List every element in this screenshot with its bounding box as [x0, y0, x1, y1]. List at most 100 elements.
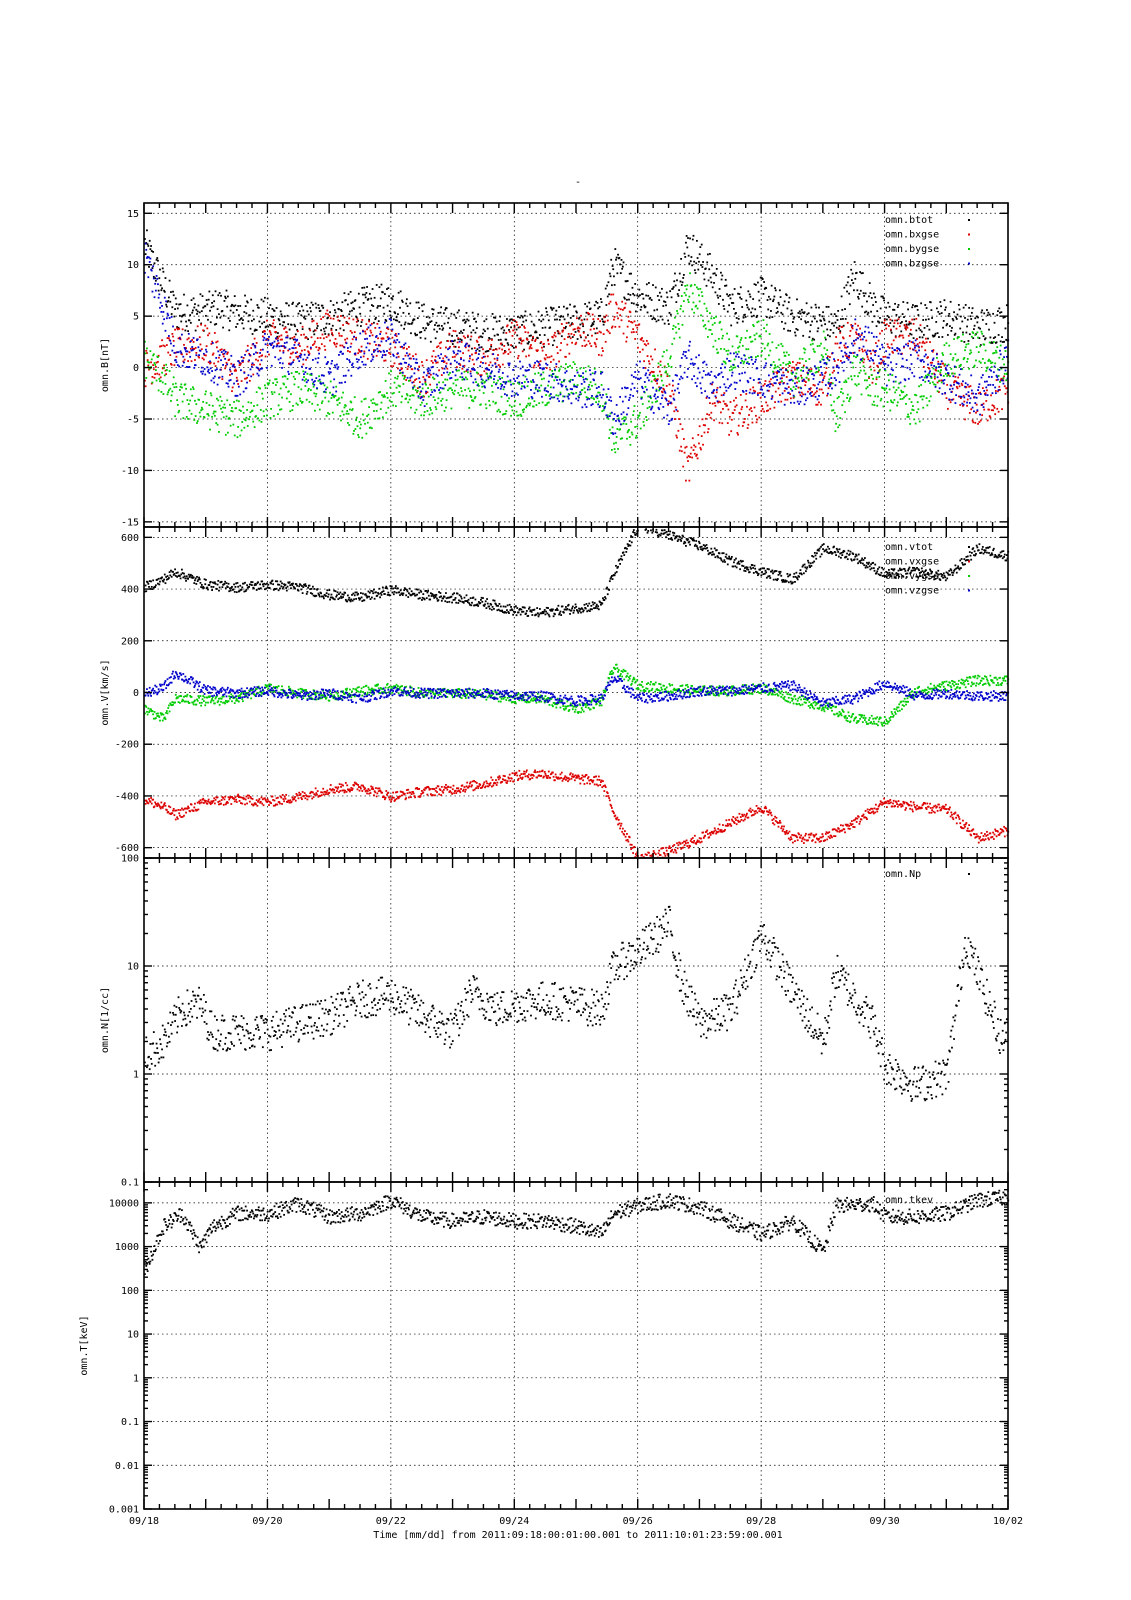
data-point: [825, 339, 827, 341]
data-point: [285, 327, 287, 329]
data-point: [687, 237, 689, 239]
data-point: [439, 357, 441, 359]
data-point: [289, 357, 291, 359]
data-point: [806, 377, 808, 379]
data-point: [543, 343, 545, 345]
data-point: [645, 374, 647, 376]
data-point: [808, 369, 810, 371]
data-point: [896, 363, 898, 365]
data-point: [886, 319, 888, 321]
data-point: [893, 322, 895, 324]
data-point: [217, 308, 219, 310]
data-point: [848, 359, 850, 361]
data-point: [372, 305, 374, 307]
data-point: [352, 363, 354, 365]
data-point: [841, 388, 843, 390]
data-point: [218, 313, 220, 315]
data-point: [295, 333, 297, 335]
data-point: [344, 381, 346, 383]
data-point: [239, 305, 241, 307]
data-point: [705, 328, 707, 330]
data-point: [824, 375, 826, 377]
data-point: [202, 295, 204, 297]
data-point: [342, 315, 344, 317]
data-point: [820, 404, 822, 406]
data-point: [454, 356, 456, 358]
data-point: [317, 349, 319, 351]
data-point: [623, 423, 625, 425]
data-point: [867, 327, 869, 329]
data-point: [754, 392, 756, 394]
data-point: [448, 347, 450, 349]
data-point: [892, 402, 894, 404]
data-point: [301, 366, 303, 368]
data-point: [999, 381, 1001, 383]
data-point: [206, 299, 208, 301]
data-point: [468, 345, 470, 347]
data-point: [497, 334, 499, 336]
data-point: [670, 356, 672, 358]
data-point: [599, 392, 601, 394]
data-point: [224, 407, 226, 409]
data-point: [996, 408, 998, 410]
data-point: [728, 338, 730, 340]
data-point: [341, 335, 343, 337]
data-point: [361, 401, 363, 403]
data-point: [613, 319, 615, 321]
data-point: [362, 294, 364, 296]
data-point: [293, 376, 295, 378]
data-point: [388, 337, 390, 339]
data-point: [503, 381, 505, 383]
data-point: [721, 372, 723, 374]
data-point: [946, 369, 948, 371]
data-point: [627, 316, 629, 318]
data-point: [319, 379, 321, 381]
data-point: [252, 421, 254, 423]
data-point: [457, 392, 459, 394]
data-point: [494, 317, 496, 319]
data-point: [494, 335, 496, 337]
data-point: [691, 264, 693, 266]
data-point: [467, 335, 469, 337]
data-point: [964, 386, 966, 388]
data-point: [312, 304, 314, 306]
data-point: [631, 374, 633, 376]
data-point: [204, 417, 206, 419]
data-point: [716, 349, 718, 351]
data-point: [458, 346, 460, 348]
data-point: [992, 313, 994, 315]
data-point: [596, 338, 598, 340]
data-point: [213, 353, 215, 355]
data-point: [379, 391, 381, 393]
data-point: [977, 337, 979, 339]
data-point: [316, 323, 318, 325]
data-point: [931, 362, 933, 364]
data-point: [917, 314, 919, 316]
data-point: [949, 325, 951, 327]
data-point: [609, 429, 611, 431]
data-point: [350, 343, 352, 345]
data-point: [250, 328, 252, 330]
data-point: [414, 368, 416, 370]
data-point: [757, 394, 759, 396]
data-point: [765, 358, 767, 360]
data-point: [798, 316, 800, 318]
data-point: [164, 297, 166, 299]
data-point: [431, 389, 433, 391]
data-point: [732, 364, 734, 366]
data-point: [482, 362, 484, 364]
data-point: [595, 371, 597, 373]
data-point: [389, 400, 391, 402]
data-point: [586, 306, 588, 308]
data-point: [267, 326, 269, 328]
data-point: [634, 294, 636, 296]
data-point: [988, 329, 990, 331]
data-point: [536, 331, 538, 333]
data-point: [466, 343, 468, 345]
data-point: [891, 332, 893, 334]
data-point: [424, 338, 426, 340]
data-point: [902, 391, 904, 393]
data-point: [306, 304, 308, 306]
data-point: [240, 369, 242, 371]
data-point: [381, 284, 383, 286]
